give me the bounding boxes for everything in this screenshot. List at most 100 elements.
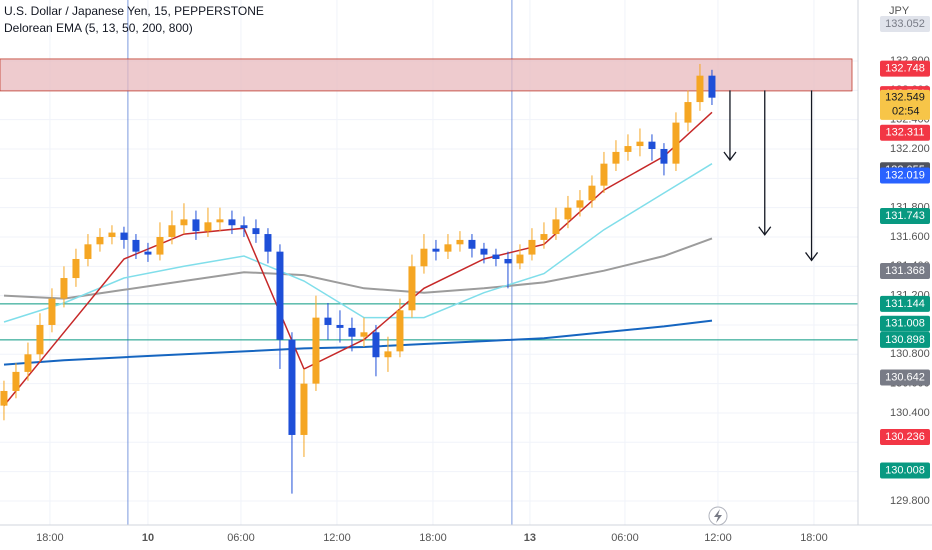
price-tag-label: 131.368 [885, 265, 925, 277]
plot [0, 0, 858, 525]
y-tick-label: 130.400 [890, 407, 930, 419]
y-tick-label: 130.800 [890, 348, 930, 360]
ema-line [3, 237, 713, 300]
price-tag [880, 124, 930, 141]
countdown: 02:54 [892, 106, 920, 118]
candle-body [504, 258, 512, 264]
candle-body [48, 298, 56, 325]
candle-body [708, 75, 716, 98]
candle-body [144, 251, 152, 255]
price-tag [880, 89, 930, 120]
candle-body [168, 225, 176, 237]
candle-body [36, 324, 44, 355]
x-tick-label: 12:00 [323, 532, 351, 544]
y-tick-label: 131.600 [890, 231, 930, 243]
candle-body [696, 75, 704, 103]
candle-body [216, 219, 224, 223]
candle-body [672, 122, 680, 164]
resistance-zone [0, 58, 853, 92]
candle-body [372, 332, 380, 358]
replay-icon[interactable] [708, 506, 728, 526]
x-tick-label: 06:00 [611, 532, 639, 544]
price-tag [880, 263, 930, 280]
candle-body [600, 163, 608, 186]
price-tag [880, 295, 930, 312]
candle-body [408, 266, 416, 311]
candle-body [396, 310, 404, 352]
price-tag-label: 131.743 [885, 210, 925, 222]
candle-body [204, 222, 212, 232]
price-tag [880, 16, 930, 33]
arrow-head [805, 252, 819, 262]
y-tick-label: 132.200 [890, 143, 930, 155]
candle-body [24, 354, 32, 372]
candle-body [528, 239, 536, 255]
candle-body [252, 228, 260, 235]
chart-title: U.S. Dollar / Japanese Yen, 15, PEPPERST… [4, 4, 264, 18]
price-tag [880, 208, 930, 225]
candle-body [360, 332, 368, 337]
candle-body [384, 351, 392, 358]
candle-body [192, 219, 200, 232]
price-tag-label: 132.019 [885, 169, 925, 181]
x-tick-label: 18:00 [36, 532, 64, 544]
candle-body [540, 234, 548, 240]
price-tag-label: 130.898 [885, 334, 925, 346]
candle-body [312, 317, 320, 384]
candle-body [0, 390, 8, 406]
x-tick-label: 18:00 [419, 532, 447, 544]
candle-body [432, 248, 440, 252]
candle-body [552, 219, 560, 235]
currency: JPY [889, 5, 910, 17]
candle-body [468, 239, 476, 249]
candle-body [60, 278, 68, 299]
candle-body [264, 234, 272, 252]
candle-body [156, 236, 164, 255]
candle-body [180, 219, 188, 226]
candle-body [648, 141, 656, 149]
candle-body [612, 151, 620, 164]
candle-body [516, 254, 524, 264]
candle-body [684, 102, 692, 123]
candle-body [456, 239, 464, 245]
candle-body [288, 339, 296, 435]
candle-body [228, 219, 236, 226]
x-tick-label: 13 [524, 532, 536, 544]
candle-body [576, 200, 584, 208]
price-tag [880, 331, 930, 348]
x-tick-label: 18:00 [800, 532, 828, 544]
price-tag [880, 429, 930, 446]
price-tag-label: 131.008 [885, 318, 925, 330]
price-tag-label: 132.549 [885, 92, 925, 104]
price-tag [880, 369, 930, 386]
price-tag-label: 130.008 [885, 464, 925, 476]
y-tick-label: 129.800 [890, 495, 930, 507]
x-tick-label: 12:00 [704, 532, 732, 544]
price-tag-label: 130.236 [885, 431, 925, 443]
arrow-head [758, 226, 772, 236]
candle-body [96, 236, 104, 245]
candle-body [120, 232, 128, 240]
candle-body [624, 146, 632, 152]
candle-body [132, 239, 140, 252]
candle-body [636, 141, 644, 147]
candle-body [84, 244, 92, 259]
candle-body [108, 232, 116, 237]
arrow-head [723, 151, 737, 162]
candle-body [336, 324, 344, 328]
candle-body [492, 254, 500, 259]
price-tag [880, 315, 930, 332]
candle-body [444, 244, 452, 252]
x-tick-label: 10 [142, 532, 154, 544]
price-tag [880, 462, 930, 479]
candle-body [276, 251, 284, 340]
price-tag-label: 133.052 [885, 18, 925, 30]
candle-body [12, 371, 20, 391]
price-tag-label: 130.642 [885, 371, 925, 383]
candle-body [324, 317, 332, 325]
ema-line [3, 319, 713, 366]
price-tag [880, 167, 930, 184]
candle-body [300, 383, 308, 435]
price-tag-label: 131.144 [885, 298, 925, 310]
